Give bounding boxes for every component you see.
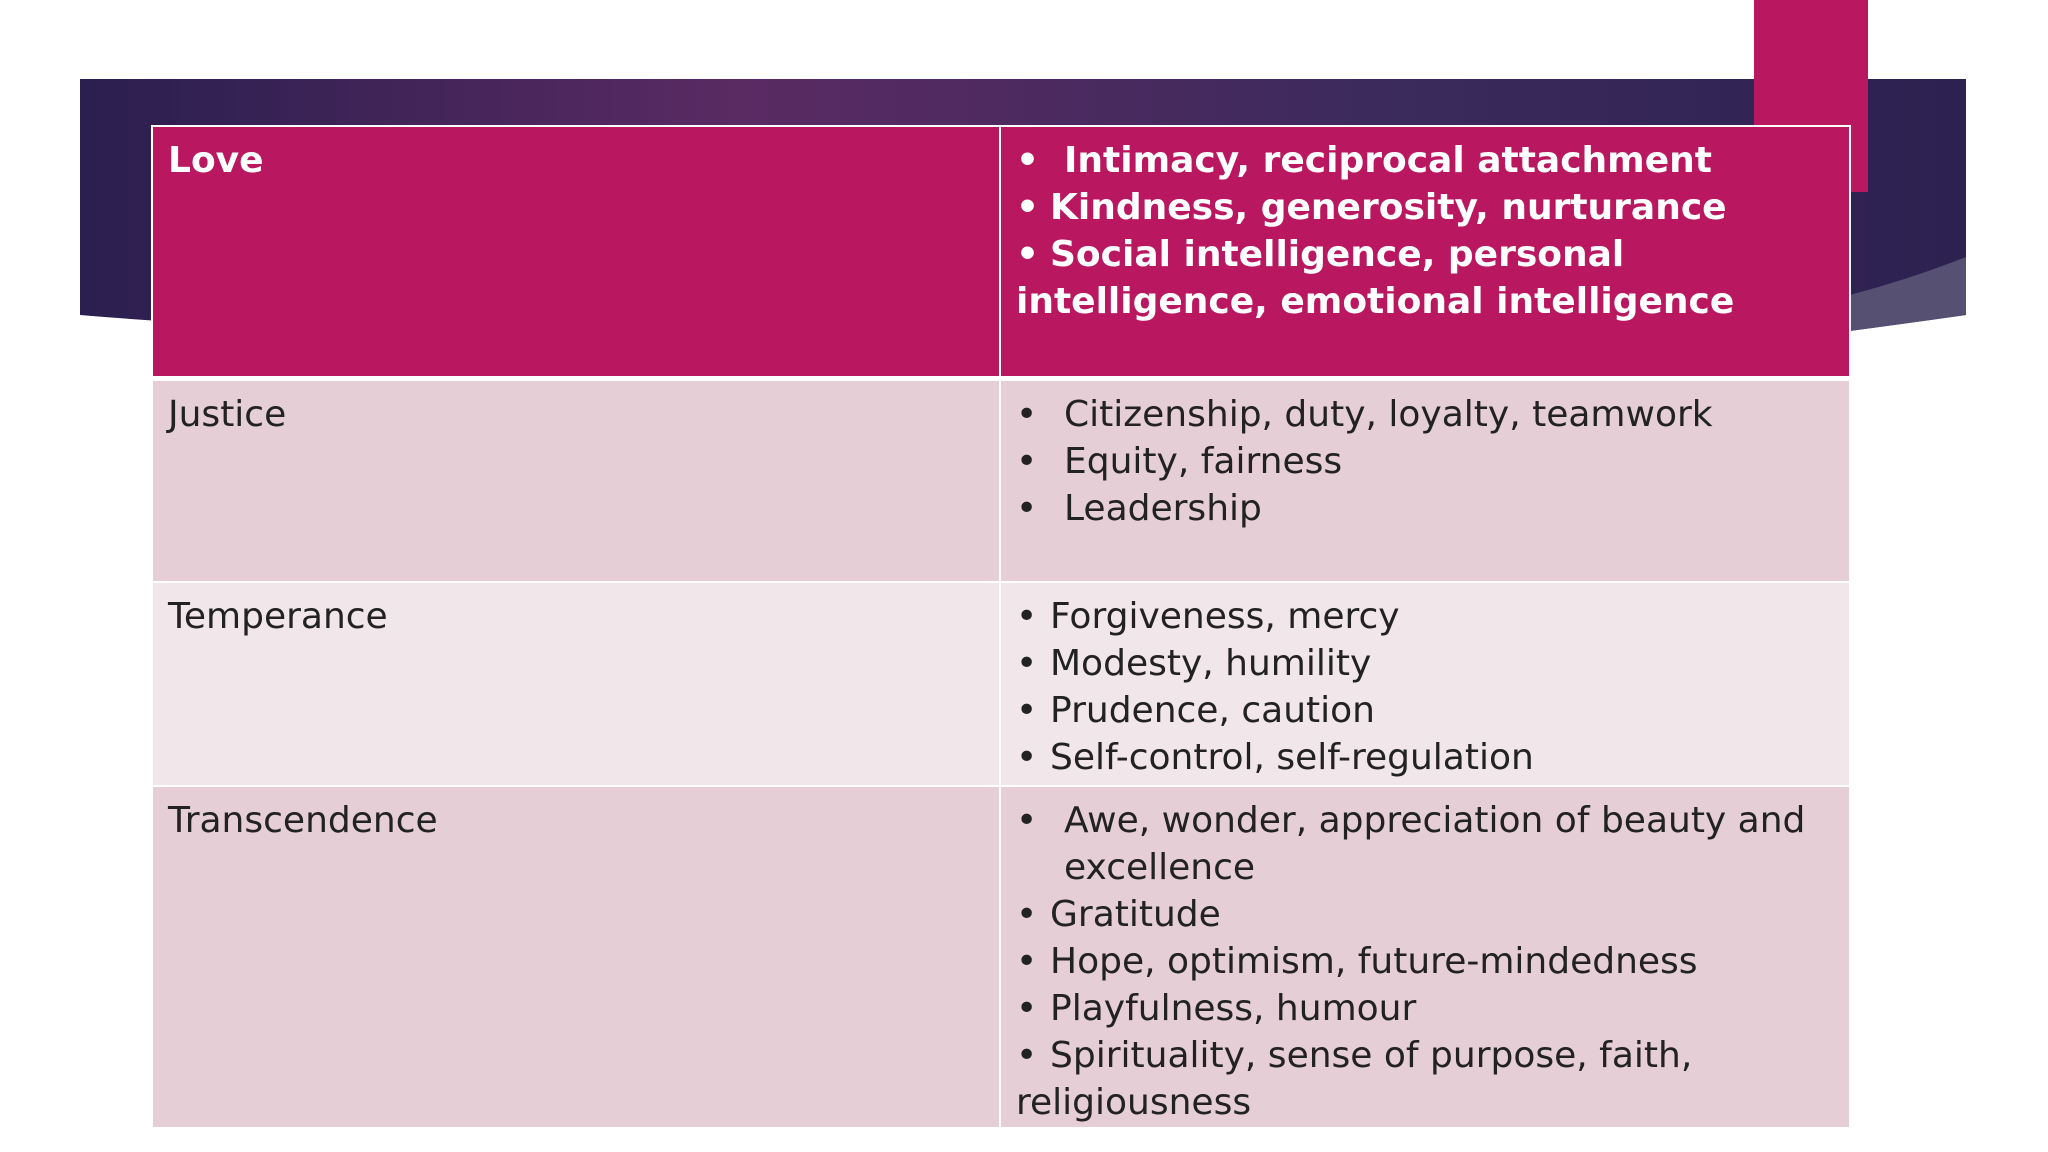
table-row-transcendence: Transcendence • Awe, wonder, appreciation… bbox=[151, 785, 1851, 1129]
strengths-list: • Intimacy, reciprocal attachment • Kindne… bbox=[1016, 137, 1834, 325]
virtue-cell: Justice bbox=[151, 377, 1001, 583]
list-item: • Prudence, caution bbox=[1016, 690, 1375, 731]
virtue-cell: Temperance bbox=[151, 581, 1001, 787]
strengths-list: • Forgiveness, mercy • Modesty, humility •… bbox=[1016, 593, 1834, 781]
strengths-cell: • Intimacy, reciprocal attachment • Kindne… bbox=[999, 125, 1851, 381]
list-item: • Spirituality, sense of purpose, faith, … bbox=[1016, 1035, 1693, 1123]
virtue-cell: Transcendence bbox=[151, 785, 1001, 1129]
list-item: • Kindness, generosity, nurturance bbox=[1016, 187, 1727, 228]
list-item: • Hope, optimism, future-mindedness bbox=[1016, 941, 1698, 982]
list-item: • Playfulness, humour bbox=[1016, 988, 1417, 1029]
list-item: • Intimacy, reciprocal attachment bbox=[1016, 140, 1712, 181]
virtue-cell: Love bbox=[151, 125, 1001, 381]
strengths-cell: • Citizenship, duty, loyalty, teamwork • E… bbox=[999, 377, 1851, 583]
strengths-list: • Citizenship, duty, loyalty, teamwork • E… bbox=[1016, 391, 1834, 532]
list-item: • Gratitude bbox=[1016, 894, 1221, 935]
list-item: • Social intelligence, personal intellige… bbox=[1016, 234, 1735, 322]
strengths-cell: • Forgiveness, mercy • Modesty, humility •… bbox=[999, 581, 1851, 787]
strengths-list: • Awe, wonder, appreciation of beauty and… bbox=[1016, 797, 1834, 1126]
list-item: • Awe, wonder, appreciation of beauty and… bbox=[1016, 800, 1806, 888]
virtues-table-wrapper: Love • Intimacy, reciprocal attachment • K… bbox=[151, 125, 1851, 1129]
list-item: • Self-control, self-regulation bbox=[1016, 737, 1534, 778]
list-item: • Forgiveness, mercy bbox=[1016, 596, 1400, 637]
strengths-cell: • Awe, wonder, appreciation of beauty and… bbox=[999, 785, 1851, 1129]
list-item: • Equity, fairness bbox=[1016, 440, 1343, 482]
virtues-table: Love • Intimacy, reciprocal attachment • K… bbox=[151, 125, 1851, 1129]
table-row-love: Love • Intimacy, reciprocal attachment • K… bbox=[151, 125, 1851, 381]
table-row-temperance: Temperance • Forgiveness, mercy • Modesty,… bbox=[151, 581, 1851, 787]
table-row-justice: Justice • Citizenship, duty, loyalty, tea… bbox=[151, 377, 1851, 583]
list-item: • Modesty, humility bbox=[1016, 643, 1372, 684]
list-item: • Citizenship, duty, loyalty, teamwork bbox=[1016, 393, 1713, 435]
list-item: • Leadership bbox=[1016, 487, 1262, 529]
